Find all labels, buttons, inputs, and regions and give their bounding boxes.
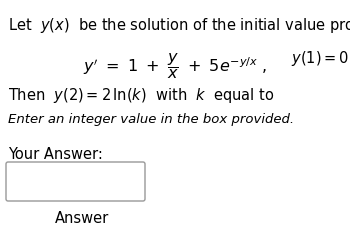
Text: Your Answer:: Your Answer: xyxy=(8,147,103,162)
Text: $y(1){=}0$: $y(1){=}0$ xyxy=(291,49,349,68)
Text: Let  $y(x)$  be the solution of the initial value problem: Let $y(x)$ be the solution of the initia… xyxy=(8,16,350,35)
Text: $y' \ = \ 1 \ + \ \dfrac{y}{x} \ + \ 5e^{-y/x}\ ,$: $y' \ = \ 1 \ + \ \dfrac{y}{x} \ + \ 5e^… xyxy=(83,51,267,81)
FancyBboxPatch shape xyxy=(6,162,145,201)
Text: Answer: Answer xyxy=(55,211,109,226)
Text: Enter an integer value in the box provided.: Enter an integer value in the box provid… xyxy=(8,113,294,126)
Text: Then  $y(2) = 2\,\ln(k)$  with  $k$  equal to: Then $y(2) = 2\,\ln(k)$ with $k$ equal t… xyxy=(8,86,274,105)
